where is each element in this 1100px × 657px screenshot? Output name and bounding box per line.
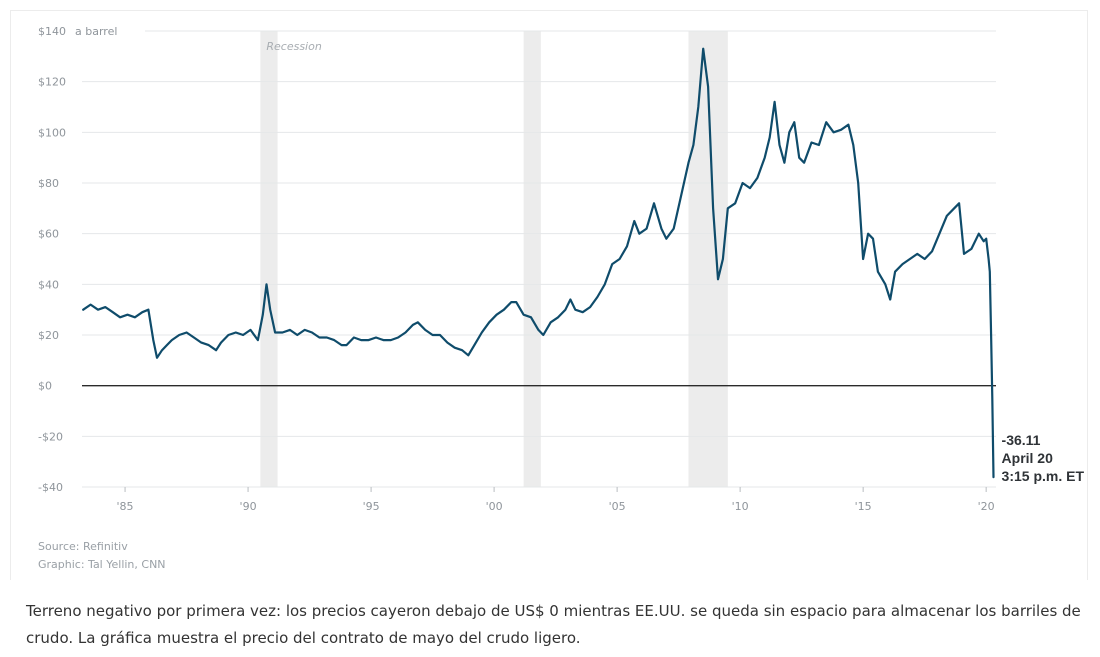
y-tick-label: -$20 — [38, 430, 63, 443]
price-line — [82, 47, 995, 479]
y-tick-label: $100 — [38, 126, 66, 139]
x-axis: '85 '90 '95 '00 '05 '10 '15 '20 — [117, 487, 995, 513]
price-series — [82, 47, 995, 479]
recession-band-1 — [260, 31, 278, 487]
annotation-line: -36.11 — [1002, 432, 1041, 448]
y-tick-label: $140 — [38, 25, 66, 38]
y-unit-label: a barrel — [75, 25, 117, 38]
x-tick-label: '05 — [609, 500, 626, 513]
graphic-credit: Graphic: Tal Yellin, CNN — [38, 558, 166, 571]
y-tick-label: $0 — [38, 380, 52, 393]
x-tick-label: '95 — [363, 500, 380, 513]
oil-price-chart: $140 $120 $100 $80 $60 $40 $20 $0 -$20 -$40 '85 '9… — [38, 25, 1085, 513]
y-tick-label: -$40 — [38, 481, 63, 494]
x-tick-label: '00 — [486, 500, 503, 513]
annotation-line: April 20 — [1002, 450, 1054, 466]
x-tick-label: '20 — [978, 500, 995, 513]
annotation-line: 3:15 p.m. ET — [1002, 468, 1085, 484]
recession-label: Recession — [266, 40, 321, 53]
y-tick-label: $120 — [38, 76, 66, 89]
x-tick-label: '90 — [240, 500, 257, 513]
recession-bands — [260, 31, 728, 487]
y-axis: $140 $120 $100 $80 $60 $40 $20 $0 -$20 -$40 — [38, 25, 66, 494]
source-note: Source: Refinitiv — [38, 540, 128, 553]
x-tick-label: '10 — [732, 500, 749, 513]
chart-frame — [10, 10, 1088, 580]
y-tick-label: $60 — [38, 228, 59, 241]
y-tick-label: $40 — [38, 278, 59, 291]
x-tick-label: '85 — [117, 500, 134, 513]
chart-caption: Terreno negativo por primera vez: los pr… — [26, 602, 1081, 647]
x-tick-label: '15 — [855, 500, 872, 513]
final-value-annotation: -36.11 April 20 3:15 p.m. ET — [1002, 432, 1085, 484]
y-tick-label: $80 — [38, 177, 59, 190]
gridlines — [82, 30, 996, 488]
recession-band-2 — [523, 31, 541, 487]
y-tick-label: $20 — [38, 329, 59, 342]
